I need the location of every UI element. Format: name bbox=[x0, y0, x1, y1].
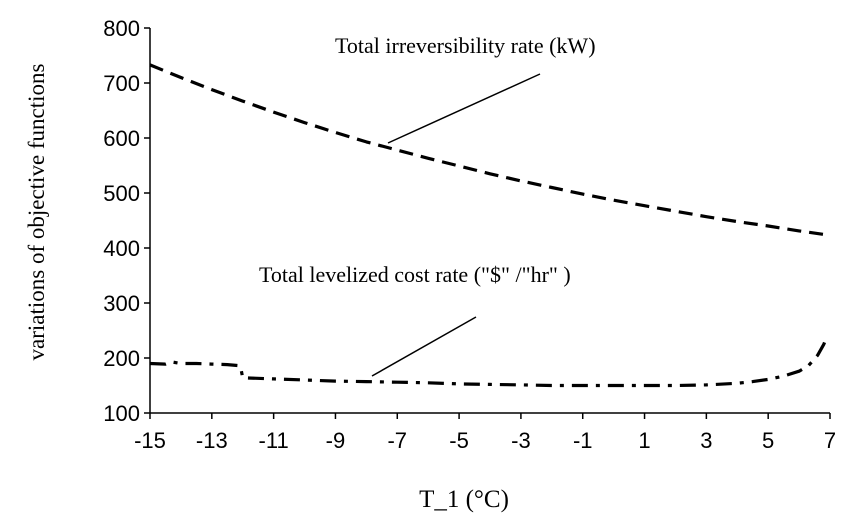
x-tick-label: -9 bbox=[326, 428, 346, 453]
leader-line-irreversibility bbox=[387, 73, 541, 144]
series-lines bbox=[149, 63, 831, 388]
y-tick-label: 400 bbox=[103, 236, 140, 261]
x-tick-label: -15 bbox=[134, 428, 166, 453]
x-axis-title: T_1 (°C) bbox=[419, 486, 509, 513]
irreversibility-line bbox=[149, 63, 831, 237]
y-tick-label: 800 bbox=[103, 16, 140, 41]
y-tick-label: 600 bbox=[103, 126, 140, 151]
x-tick-label: 5 bbox=[762, 428, 774, 453]
y-tick-label: 100 bbox=[103, 401, 140, 426]
y-tick-labels: 100 200 300 400 500 600 700 800 bbox=[103, 16, 140, 426]
axes bbox=[144, 27, 831, 419]
x-tick-label: 7 bbox=[824, 428, 836, 453]
y-tick-label: 700 bbox=[103, 71, 140, 96]
y-tick-label: 300 bbox=[103, 291, 140, 316]
annotation-irreversibility: Total irreversibility rate (kW) bbox=[335, 33, 596, 58]
x-tick-label: -1 bbox=[573, 428, 593, 453]
x-tick-label: -3 bbox=[511, 428, 531, 453]
x-tick-label: 1 bbox=[638, 428, 650, 453]
annotation-levelized-cost: Total levelized cost rate ("$" /"hr" ) bbox=[259, 262, 571, 287]
annotation-leaders bbox=[371, 73, 541, 377]
y-tick-label: 200 bbox=[103, 346, 140, 371]
y-tick-label: 500 bbox=[103, 181, 140, 206]
x-tick-labels: -15 -13 -11 -9 -7 -5 -3 -1 1 3 5 7 bbox=[134, 428, 836, 453]
x-tick-label: 3 bbox=[700, 428, 712, 453]
x-tick-label: -11 bbox=[259, 428, 289, 453]
leader-line-levelized-cost bbox=[371, 316, 477, 377]
x-tick-label: -5 bbox=[449, 428, 469, 453]
x-tick-label: -7 bbox=[387, 428, 407, 453]
x-tick-label: -13 bbox=[196, 428, 228, 453]
y-axis-title: variations of objective functions bbox=[24, 63, 49, 360]
levelized-cost-line bbox=[149, 335, 829, 388]
